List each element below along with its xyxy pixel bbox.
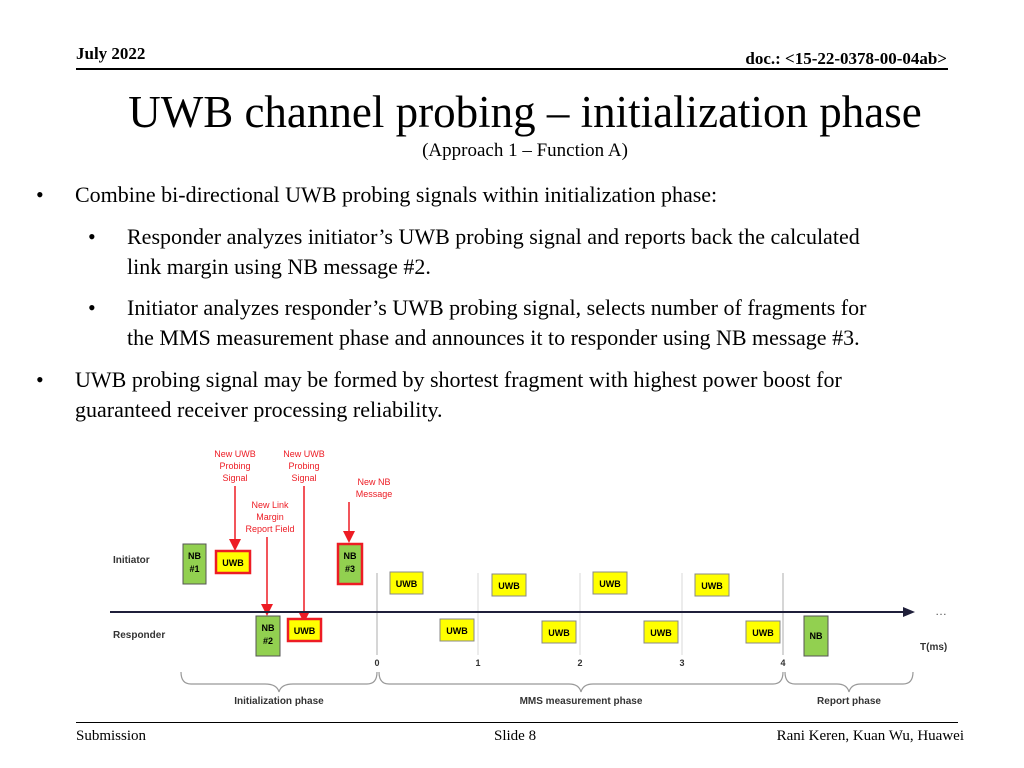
bullet-1a-line2: link margin using NB message #2. [127, 254, 431, 279]
header-date: July 2022 [76, 44, 146, 63]
bullet-1: Combine bi-directional UWB probing signa… [75, 182, 718, 207]
tick-label-0: 0 [374, 658, 379, 668]
header-doc-id: doc.: <15-22-0378-00-04ab> [745, 49, 947, 68]
nb2-box [255, 615, 281, 657]
nb1-box [182, 543, 207, 585]
nb3-box [336, 542, 364, 586]
phase-label-report: Report phase [817, 696, 881, 707]
brace-mms [378, 671, 784, 693]
uwb-initiator-box-1 [389, 571, 424, 595]
slide-title: UWB channel probing – initialization pha… [128, 87, 922, 137]
uwb-initiator-label-3: UWB [599, 579, 621, 589]
tick-label-2: 2 [577, 658, 582, 668]
brace-report [784, 671, 914, 693]
annotation-uwb2-line3: Signal [291, 473, 316, 483]
uwb-responder-box-4 [745, 620, 781, 644]
uwb-initiator-box-3 [592, 571, 628, 595]
slide-subtitle: (Approach 1 – Function A) [422, 140, 628, 161]
uwb-probe-responder-box [286, 617, 323, 643]
nb-report-box [803, 615, 829, 657]
annotation-uwb1-line1: New UWB [214, 449, 256, 459]
bullet-2-line1: UWB probing signal may be formed by shor… [75, 367, 842, 392]
uwb-responder-box-1 [439, 618, 475, 642]
uwb-initiator-label-4: UWB [701, 581, 723, 591]
annotation-link-line2: Margin [256, 512, 284, 522]
time-axis-arrowhead [903, 607, 915, 617]
footer-slide-number: Slide 8 [494, 728, 537, 744]
footer-authors: Rani Keren, Kuan Wu, Huawei [776, 728, 964, 744]
timing-diagram: New UWB Probing Signal New UWB Probing S… [110, 449, 947, 707]
uwb-probe-initiator-label: UWB [222, 558, 244, 568]
bullet-2-line2: guaranteed receiver processing reliabili… [75, 397, 443, 422]
uwb-initiator-box-2 [491, 573, 527, 597]
nb1-label-line2: #1 [189, 564, 199, 574]
uwb-probe-responder-label: UWB [294, 626, 316, 636]
uwb-initiator-box-4 [694, 573, 730, 597]
row-label-initiator: Initiator [113, 555, 150, 566]
row-label-responder: Responder [113, 630, 165, 641]
brace-initialization [180, 671, 378, 693]
annotation-nb-line1: New NB [357, 477, 390, 487]
annotation-link-line1: New Link [251, 500, 289, 510]
nb-report-label: NB [810, 631, 823, 641]
tick-label-1: 1 [475, 658, 480, 668]
nb2-label-line2: #2 [263, 636, 273, 646]
bullet-dot: • [88, 224, 96, 249]
annotation-uwb2-line1: New UWB [283, 449, 325, 459]
uwb-responder-label-4: UWB [752, 628, 774, 638]
footer-submission: Submission [76, 728, 147, 744]
bullet-dot: • [36, 182, 44, 207]
annotation-nb-line2: Message [356, 489, 393, 499]
header-rule [76, 68, 948, 70]
nb3-label-line1: NB [344, 551, 357, 561]
uwb-responder-label-2: UWB [548, 628, 570, 638]
bullet-dot: • [36, 367, 44, 392]
nb2-label-line1: NB [262, 623, 275, 633]
annotation-uwb2-line2: Probing [288, 461, 319, 471]
uwb-responder-label-3: UWB [650, 628, 672, 638]
bullet-1a-line1: Responder analyzes initiator’s UWB probi… [127, 224, 860, 249]
uwb-initiator-label-1: UWB [396, 579, 418, 589]
bullet-1b-line2: the MMS measurement phase and announces … [127, 325, 860, 350]
phase-label-mms: MMS measurement phase [520, 696, 643, 707]
uwb-initiator-label-2: UWB [498, 581, 520, 591]
phase-label-initialization: Initialization phase [234, 696, 324, 707]
annotation-uwb1-line3: Signal [222, 473, 247, 483]
uwb-responder-box-3 [643, 620, 679, 644]
nb1-label-line1: NB [188, 551, 201, 561]
uwb-probe-initiator-box [214, 549, 252, 575]
axis-ellipsis: … [935, 604, 947, 618]
annotation-uwb1-line2: Probing [219, 461, 250, 471]
footer-rule [76, 722, 958, 723]
axis-label-time: T(ms) [920, 642, 947, 653]
annotation-link-line3: Report Field [245, 524, 294, 534]
uwb-responder-label-1: UWB [446, 626, 468, 636]
bullet-1b-line1: Initiator analyzes responder’s UWB probi… [127, 295, 867, 320]
uwb-responder-box-2 [541, 620, 577, 644]
tick-label-4: 4 [780, 658, 785, 668]
nb3-label-line2: #3 [345, 564, 355, 574]
tick-label-3: 3 [679, 658, 684, 668]
bullet-dot: • [88, 295, 96, 320]
